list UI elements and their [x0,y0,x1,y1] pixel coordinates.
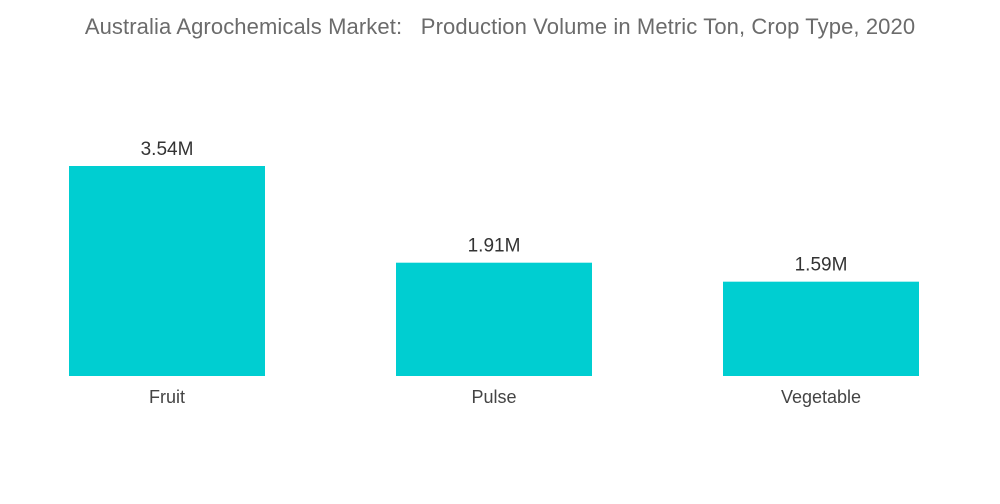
category-ticks-layer: Fruit Pulse Vegetable [149,387,861,407]
value-label-vegetable: 1.59M [795,255,848,276]
category-label-pulse: Pulse [471,387,516,407]
bar-vegetable [723,281,919,376]
value-labels-layer: 3.54M 1.91M 1.59M [141,139,848,276]
bar-fruit [69,166,265,376]
bar-pulse [396,262,592,376]
value-label-pulse: 1.91M [468,236,521,257]
value-label-fruit: 3.54M [141,139,194,160]
chart-title: Australia Agrochemicals Market: Producti… [84,14,916,39]
bars-layer [69,166,919,376]
category-label-vegetable: Vegetable [781,387,861,407]
category-label-fruit: Fruit [149,387,185,407]
